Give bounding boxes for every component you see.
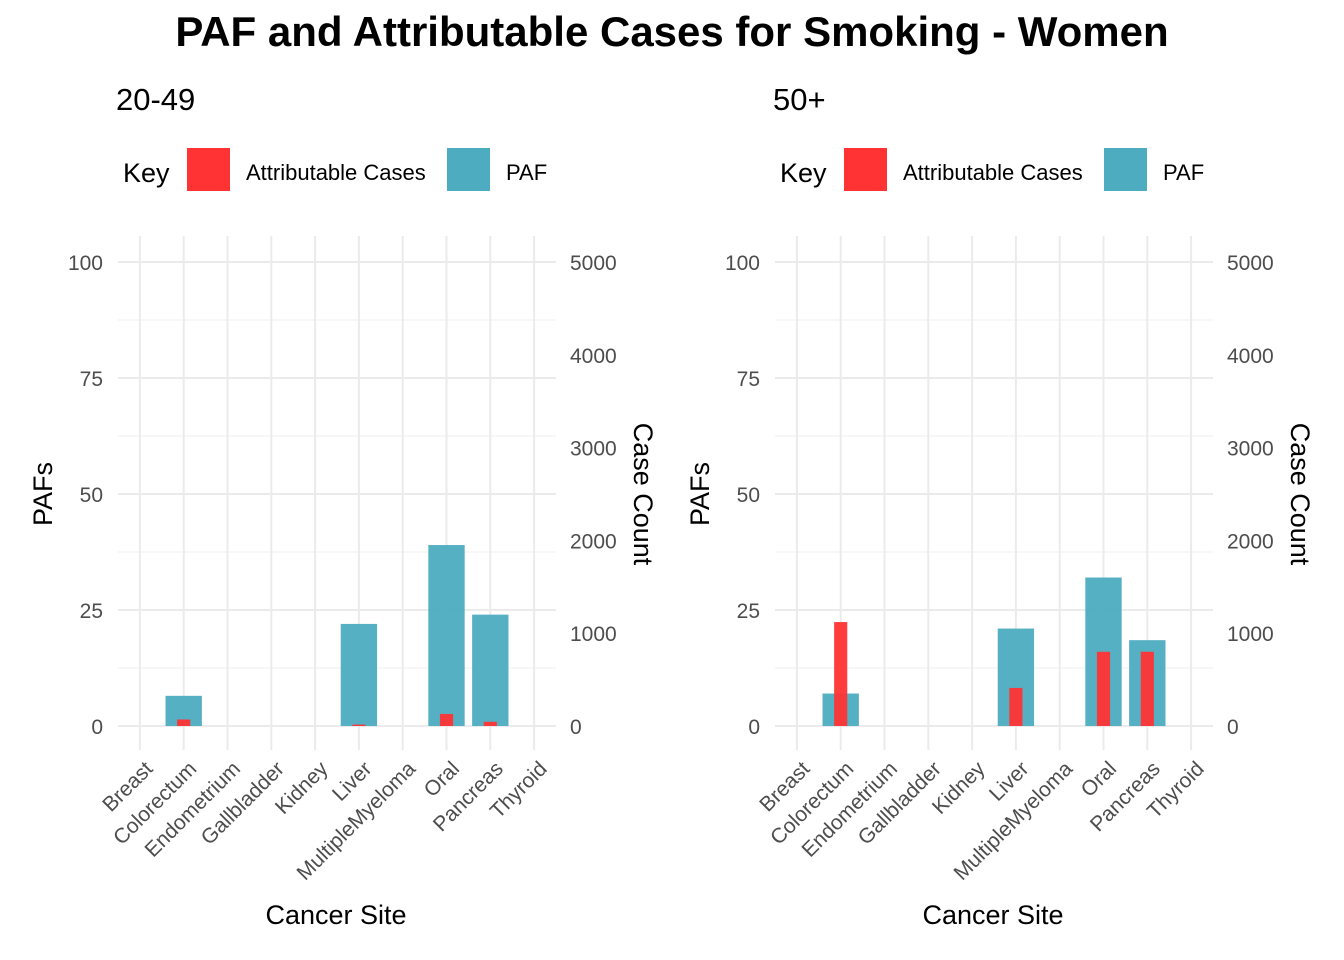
y2-tick-label: 0 bbox=[570, 716, 582, 739]
attributable-bar bbox=[439, 713, 454, 726]
y-axis-title: PAFs bbox=[28, 462, 58, 526]
y-tick-label: 75 bbox=[80, 368, 103, 391]
attributable-bar bbox=[177, 719, 191, 726]
y-tick-label: 0 bbox=[91, 716, 103, 739]
paf-bar bbox=[340, 623, 378, 726]
paf-bar bbox=[428, 545, 465, 726]
y2-tick-label: 1000 bbox=[570, 623, 617, 646]
chart-title: PAF and Attributable Cases for Smoking -… bbox=[175, 8, 1169, 55]
y2-tick-label: 3000 bbox=[570, 438, 617, 461]
legend-title: Key bbox=[780, 158, 827, 188]
y2-tick-label: 1000 bbox=[1227, 623, 1274, 646]
legend-label: Attributable Cases bbox=[246, 160, 426, 185]
panel-50-plus: 50+Key Attributable Cases PAF0255075100010… bbox=[685, 82, 1315, 930]
y2-axis-title: Case Count bbox=[1285, 423, 1315, 566]
y2-tick-label: 5000 bbox=[570, 252, 617, 275]
y-tick-label: 25 bbox=[737, 600, 760, 623]
panel-subtitle: 50+ bbox=[773, 82, 826, 117]
y2-axis-title: Case Count bbox=[628, 423, 658, 566]
attributable-bar bbox=[1009, 687, 1023, 726]
y2-tick-label: 3000 bbox=[1227, 438, 1274, 461]
y2-tick-label: 2000 bbox=[570, 530, 617, 553]
paf-bar bbox=[472, 614, 509, 726]
y-tick-label: 100 bbox=[68, 252, 103, 275]
bars bbox=[165, 545, 509, 726]
panel-subtitle: 20-49 bbox=[116, 82, 195, 117]
y-axis-title: PAFs bbox=[685, 462, 715, 526]
legend-label: PAF bbox=[506, 160, 547, 185]
legend: Key Attributable Cases PAF bbox=[780, 148, 1204, 191]
attributable-bar bbox=[1096, 651, 1111, 726]
x-axis-title: Cancer Site bbox=[265, 900, 406, 930]
y2-tick-label: 2000 bbox=[1227, 530, 1274, 553]
bars bbox=[822, 577, 1166, 726]
y-tick-label: 25 bbox=[80, 600, 103, 623]
legend-title: Key bbox=[123, 158, 170, 188]
y-tick-label: 50 bbox=[80, 484, 103, 507]
attributable-bar bbox=[834, 622, 848, 726]
y2-tick-label: 4000 bbox=[570, 345, 617, 368]
grid bbox=[775, 236, 1213, 750]
y2-tick-label: 4000 bbox=[1227, 345, 1274, 368]
y-tick-label: 100 bbox=[725, 252, 760, 275]
legend-label: Attributable Cases bbox=[903, 160, 1083, 185]
legend: Key Attributable Cases PAF bbox=[123, 148, 547, 191]
grid bbox=[118, 236, 556, 750]
attributable-bar bbox=[1140, 651, 1154, 726]
y2-tick-label: 0 bbox=[1227, 716, 1239, 739]
attributable-bar bbox=[483, 721, 497, 726]
legend-swatch bbox=[1104, 148, 1147, 191]
attributable-bar bbox=[352, 724, 366, 726]
legend-swatch bbox=[187, 148, 230, 191]
legend-label: PAF bbox=[1163, 160, 1204, 185]
legend-swatch bbox=[844, 148, 887, 191]
y-tick-label: 0 bbox=[748, 716, 760, 739]
y-tick-label: 75 bbox=[737, 368, 760, 391]
legend-swatch bbox=[447, 148, 490, 191]
y2-tick-label: 5000 bbox=[1227, 252, 1274, 275]
x-axis-title: Cancer Site bbox=[922, 900, 1063, 930]
y-tick-label: 50 bbox=[737, 484, 760, 507]
